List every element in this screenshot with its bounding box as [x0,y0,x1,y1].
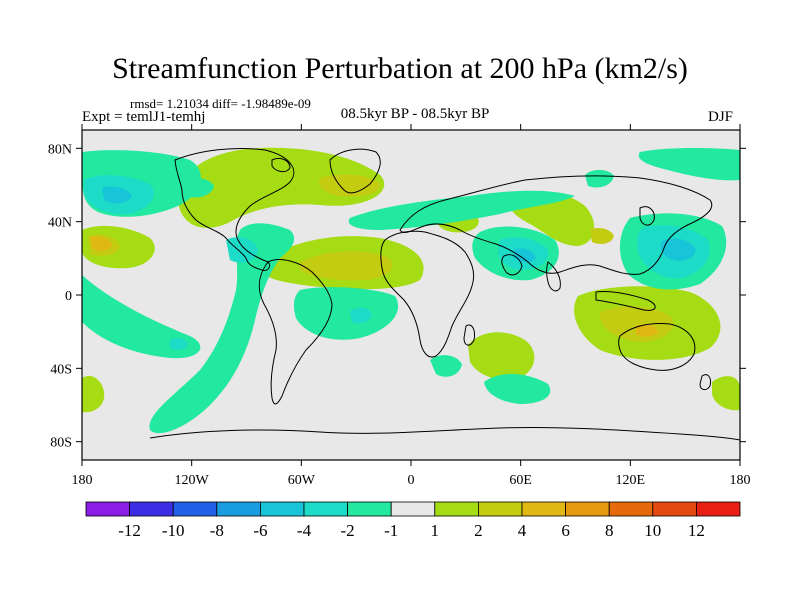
colorbar-swatch [85,501,130,517]
colorbar-swatch [521,501,566,517]
anomaly-contour [170,337,188,351]
anomaly-contour [182,178,214,198]
anomaly-contour [585,169,614,188]
anomaly-contour [350,307,372,324]
colorbar-label: -6 [253,521,267,540]
colorbar-label: -8 [210,521,224,540]
coastline [258,259,333,405]
colorbar-swatch [565,501,610,517]
coastline [380,230,475,358]
anomaly-contour [514,248,536,263]
coastline [463,324,475,346]
colorbar-label: -12 [118,521,141,540]
colorbar-swatch [259,501,305,517]
anomaly-contour [300,251,393,281]
y-tick-label: 40N [48,216,72,231]
y-tick-label: 80S [50,436,72,451]
period-line: 08.5kyr BP - 08.5kyr BP [340,106,490,122]
colorbar-swatch [477,501,523,517]
colorbar-swatch [216,501,261,517]
x-tick-label: 120W [175,473,210,488]
colorbar-label: -10 [162,521,185,540]
experiment-line: Expt = temlJ1-temhj [82,109,206,125]
anomaly-contour [590,228,614,244]
coastline [618,323,696,371]
anomaly-contour [660,238,696,261]
anomaly-contour [636,324,658,337]
colorbar-label: 4 [518,521,527,540]
colorbar-label: -2 [341,521,355,540]
anomaly-contour [90,236,112,251]
colorbar: -12 -10 -8 -6 -4 -2 -1 1 2 4 6 8 10 12 [85,501,741,540]
anomaly-contour [638,148,740,181]
colorbar-swatch [129,501,174,517]
anomaly-contour [712,376,740,411]
colorbar-label: 8 [605,521,614,540]
coastlines [149,148,740,441]
coastline [546,261,561,292]
colorbar-swatch [652,501,697,517]
anomaly-contour [226,237,258,263]
colorbar-label: 10 [644,521,661,540]
y-tick-label: 40S [50,362,72,377]
colorbar-swatch [608,501,654,517]
colorbar-swatch [390,501,436,517]
x-tick-label: 120E [616,473,646,488]
anomaly-contour [82,375,105,413]
anomaly-contour [484,373,551,404]
colorbar-swatch [303,501,348,517]
anomaly-contour [293,287,399,340]
anomaly-contour [430,355,462,377]
colorbar-swatch [696,501,741,517]
x-tick-label: 180 [730,473,751,488]
anomaly-contour [348,190,575,230]
colorbar-swatch [347,501,392,517]
colorbar-swatch [434,501,479,517]
x-tick-label: 0 [408,473,415,488]
x-tick-label: 60W [288,473,316,488]
coastline [329,148,381,194]
x-tick-label: 180 [72,473,93,488]
coastline [174,148,295,271]
x-tick-label: 60E [509,473,532,488]
coastline [399,175,713,275]
anomaly-contour [468,332,535,381]
coastline [639,206,655,226]
season-label: DJF [708,109,734,125]
anomaly-contour [149,223,295,434]
anomaly-contour [82,275,201,359]
anomaly-contour [319,174,381,197]
y-tick-label: 0 [65,289,72,304]
colorbar-label: -1 [384,521,398,540]
stats-line: rmsd= 1.21034 diff= -1.98489e-09 [130,96,311,111]
colorbar-label: 1 [431,521,440,540]
chart-title: Streamfunction Perturbation at 200 hPa (… [112,52,688,85]
coastline [501,254,523,276]
y-tick-label: 80N [48,142,72,157]
coastline [595,291,656,311]
colorbar-label: 6 [561,521,570,540]
coastline [149,426,740,441]
colorbar-swatch [172,501,218,517]
anomaly-contour [102,186,132,204]
coastline [271,157,291,173]
colorbar-label: -4 [297,521,312,540]
coastline [699,374,711,391]
colorbar-label: 12 [688,521,705,540]
colorbar-label: 2 [474,521,483,540]
axes: 180 120W 60W 0 60E 120E 180 80N 40N 0 40S 80S [48,124,751,488]
